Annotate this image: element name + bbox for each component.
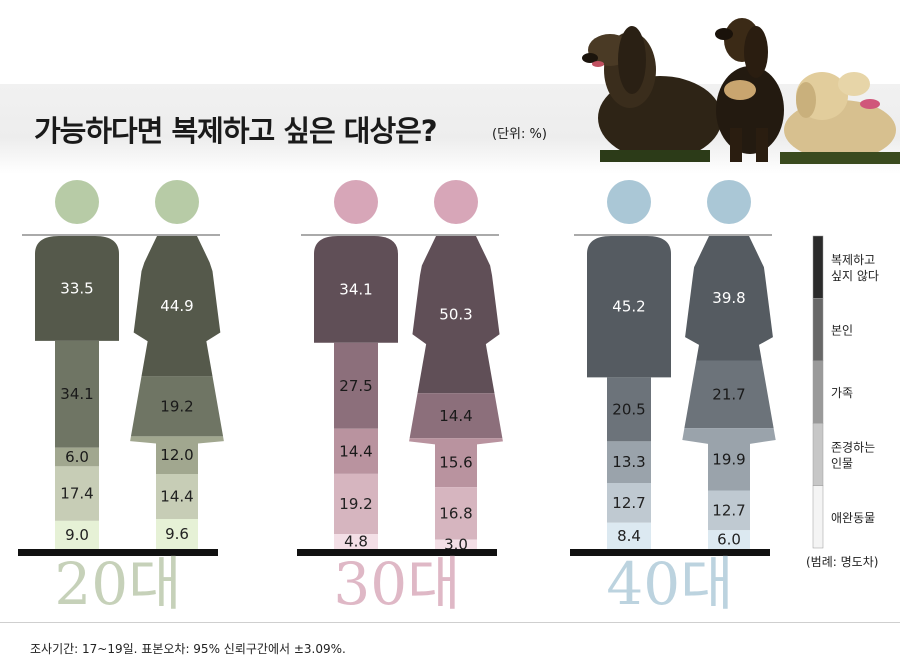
- data-label: 12.7: [712, 501, 745, 519]
- bar-segment: [156, 518, 198, 549]
- data-label: 21.7: [712, 385, 745, 403]
- bar-segment: [685, 236, 773, 361]
- legend-swatch: [812, 235, 824, 299]
- data-label: 9.6: [165, 525, 189, 543]
- legend-caption: (범례: 명도차): [806, 555, 879, 569]
- bar-segment: [314, 236, 398, 343]
- bar-segment: [607, 441, 651, 484]
- data-label: 12.0: [160, 446, 193, 464]
- bar-segment: [130, 436, 224, 474]
- bar-segment: [130, 376, 224, 437]
- bar-segment: [334, 342, 378, 429]
- data-label: 19.2: [339, 495, 372, 513]
- bar-segment: [35, 236, 119, 341]
- bar-segment: [133, 236, 221, 377]
- data-label: 14.4: [439, 407, 472, 425]
- bar-segment: [334, 533, 378, 549]
- legend-swatch: [812, 485, 824, 549]
- data-label: 50.3: [439, 306, 472, 324]
- female-head: [155, 180, 199, 224]
- bar-segment: [55, 520, 99, 549]
- data-label: 8.4: [617, 527, 641, 545]
- bar-segment: [409, 393, 503, 439]
- age-label: 30대: [333, 550, 460, 618]
- legend-swatch: [812, 422, 824, 486]
- age-label: 40대: [606, 550, 733, 618]
- bar-segment: [607, 377, 651, 442]
- bar-segment: [55, 447, 99, 467]
- data-label: 19.2: [160, 397, 193, 415]
- bar-segment: [334, 428, 378, 474]
- male-head: [607, 180, 651, 224]
- age-group-30s: 34.1 27.5 14.4 19.2 4.8 50.3 14.4 15.6 16.8 3.030…: [297, 180, 503, 618]
- bar-segment: [435, 539, 477, 549]
- legend-label: 본인: [831, 324, 853, 338]
- data-label: 34.1: [339, 280, 372, 298]
- data-label: 14.4: [160, 487, 193, 505]
- data-label: 15.6: [439, 454, 472, 472]
- bar-segment: [684, 360, 774, 429]
- dogs-illustration: [582, 18, 900, 164]
- age-group-40s: 45.2 20.5 13.3 12.7 8.4 39.8 21.7 19.9 12.7 6.040…: [570, 180, 776, 618]
- data-label: 14.4: [339, 442, 372, 460]
- survey-footnote: 조사기간: 17~19일. 표본오차: 95% 신뢰구간에서 ±3.09%.: [30, 642, 346, 656]
- data-label: 12.7: [612, 494, 645, 512]
- data-label: 19.9: [712, 450, 745, 468]
- data-label: 16.8: [439, 504, 472, 522]
- bar-segment: [607, 483, 651, 523]
- bar-segment: [435, 487, 477, 540]
- bar-segment: [156, 473, 198, 519]
- data-label: 33.5: [60, 279, 93, 297]
- male-head: [334, 180, 378, 224]
- bar-segment: [55, 466, 99, 521]
- bar-segment: [607, 522, 651, 549]
- female-head: [707, 180, 751, 224]
- legend-label: 가족: [831, 386, 853, 400]
- data-label: 20.5: [612, 400, 645, 418]
- bar-segment: [334, 473, 378, 534]
- bar-segment: [587, 236, 671, 378]
- bar-segment: [682, 428, 776, 491]
- bar-segment: [55, 340, 99, 448]
- chart-title: 가능하다면 복제하고 싶은 대상은?: [34, 114, 438, 148]
- bar-segment: [409, 438, 503, 488]
- legend-label: 복제하고: [831, 253, 875, 267]
- data-label: 34.1: [60, 385, 93, 403]
- bar-segment: [708, 530, 750, 549]
- legend-label: 싶지 않다: [831, 269, 879, 283]
- legend-swatch: [812, 298, 824, 362]
- legend-label: 애완동물: [831, 511, 875, 525]
- data-label: 6.0: [65, 448, 89, 466]
- data-label: 9.0: [65, 526, 89, 544]
- data-label: 3.0: [444, 535, 468, 553]
- legend-swatch: [812, 360, 824, 424]
- legend-label: 존경하는: [831, 440, 875, 454]
- age-group-20s: 33.5 34.1 6.0 17.4 9.0 44.9 19.2 12.0 14.4 9.6 20대: [18, 180, 224, 618]
- ground-bar: [18, 549, 218, 556]
- unit-label: (단위: %): [492, 127, 547, 142]
- data-label: 6.0: [717, 531, 741, 549]
- data-label: 39.8: [712, 289, 745, 307]
- data-label: 44.9: [160, 297, 193, 315]
- male-head: [55, 180, 99, 224]
- age-label: 20대: [54, 550, 181, 618]
- bar-segment: [708, 490, 750, 531]
- legend-label: 인물: [831, 456, 853, 470]
- data-label: 13.3: [612, 453, 645, 471]
- ground-bar: [570, 549, 770, 556]
- data-label: 4.8: [344, 532, 368, 550]
- bar-segment: [412, 236, 500, 394]
- data-label: 27.5: [339, 377, 372, 395]
- footer-divider: [0, 622, 900, 623]
- female-head: [434, 180, 478, 224]
- data-label: 17.4: [60, 485, 93, 503]
- data-label: 45.2: [612, 298, 645, 316]
- ground-bar: [297, 549, 497, 556]
